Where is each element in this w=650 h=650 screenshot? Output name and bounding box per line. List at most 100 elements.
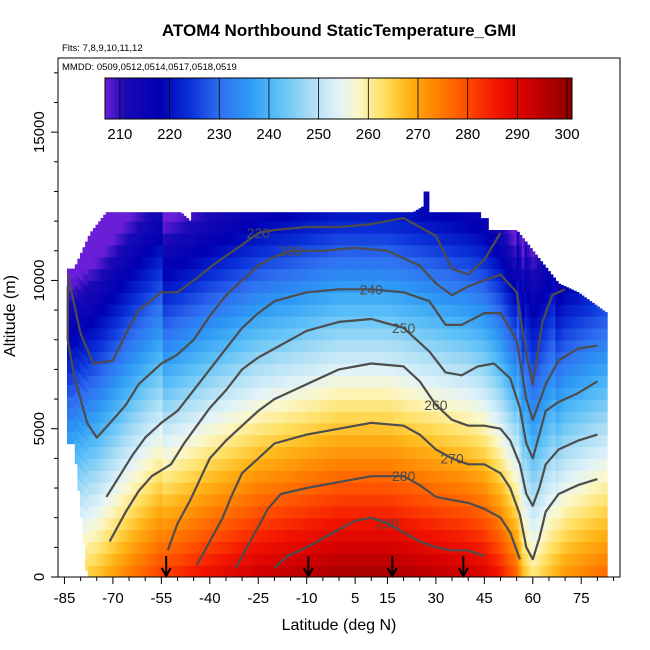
heatmap-cell — [436, 529, 440, 542]
heatmap-cell — [397, 410, 401, 424]
heatmap-cell — [390, 221, 394, 234]
heatmap-cell — [475, 363, 479, 376]
heatmap-cell — [149, 410, 153, 424]
heatmap-cell — [229, 482, 233, 495]
heatmap-cell — [183, 292, 187, 305]
heatmap-cell — [353, 304, 358, 317]
heatmap-cell — [126, 410, 130, 424]
heatmap-cell — [250, 541, 254, 554]
heatmap-cell — [459, 422, 463, 436]
heatmap-cell — [483, 553, 487, 566]
heatmap-cell — [118, 446, 122, 459]
heatmap-cell — [216, 458, 221, 471]
heatmap-cell — [452, 541, 456, 554]
heatmap-cell — [459, 399, 463, 412]
heatmap-cell — [87, 517, 91, 531]
heatmap-cell — [410, 399, 414, 412]
heatmap-cell — [297, 233, 301, 246]
heatmap-cell — [85, 273, 89, 287]
heatmap-cell — [255, 339, 259, 353]
heatmap-cell — [446, 363, 451, 376]
heatmap-cell — [410, 482, 414, 495]
heatmap-cell — [403, 316, 407, 329]
heatmap-cell — [390, 399, 394, 412]
heatmap-cell — [289, 316, 293, 329]
heatmap-cell — [309, 517, 314, 531]
heatmap-cell — [397, 434, 401, 448]
heatmap-cell — [395, 494, 399, 507]
heatmap-cell — [253, 363, 257, 376]
heatmap-cell — [170, 316, 174, 329]
heatmap-cell — [154, 565, 159, 577]
heatmap-cell — [299, 553, 303, 566]
heatmap-cell — [472, 529, 476, 542]
heatmap-cell — [90, 553, 94, 566]
heatmap-cell — [160, 399, 164, 412]
heatmap-cell — [408, 553, 412, 566]
heatmap-cell — [426, 191, 430, 198]
heatmap-cell — [113, 505, 117, 519]
heatmap-cell — [400, 553, 404, 566]
heatmap-cell — [403, 517, 407, 531]
heatmap-cell — [320, 410, 324, 424]
heatmap-cell — [278, 375, 283, 388]
heatmap-cell — [206, 387, 210, 400]
heatmap-cell — [268, 221, 272, 234]
heatmap-cell — [426, 197, 430, 210]
heatmap-cell — [335, 212, 339, 222]
heatmap-cell — [436, 280, 440, 293]
heatmap-cell — [426, 351, 430, 365]
heatmap-cell — [302, 410, 306, 424]
heatmap-cell — [320, 327, 324, 341]
heatmap-cell — [465, 244, 469, 258]
heatmap-cell — [185, 304, 190, 317]
heatmap-cell — [485, 233, 489, 246]
heatmap-cell — [211, 244, 215, 258]
heatmap-cell — [245, 327, 249, 341]
heatmap-cell — [273, 505, 277, 519]
heatmap-cell — [431, 256, 435, 270]
heatmap-cell — [216, 387, 221, 400]
heatmap-cell — [85, 285, 89, 299]
heatmap-cell — [266, 494, 270, 507]
heatmap-cell — [377, 387, 381, 400]
heatmap-cell — [139, 458, 143, 471]
heatmap-cell — [90, 517, 94, 531]
heatmap-cell — [216, 553, 221, 566]
heatmap-cell — [82, 484, 86, 497]
heatmap-cell — [449, 256, 453, 270]
heatmap-cell — [377, 399, 381, 412]
heatmap-cell — [423, 470, 427, 483]
heatmap-cell — [467, 517, 471, 531]
heatmap-cell — [459, 244, 463, 258]
heatmap-cell — [408, 292, 412, 305]
heatmap-cell — [431, 280, 435, 293]
heatmap-cell — [452, 565, 456, 577]
heatmap-cell — [131, 233, 135, 246]
heatmap-cell — [366, 458, 370, 471]
heatmap-cell — [183, 422, 187, 436]
heatmap-cell — [237, 363, 241, 376]
heatmap-cell — [196, 244, 200, 258]
heatmap-cell — [477, 541, 482, 554]
heatmap-cell — [103, 327, 107, 341]
heatmap-cell — [454, 316, 458, 329]
heatmap-cell — [250, 387, 254, 400]
heatmap-cell — [121, 244, 125, 258]
heatmap-cell — [118, 212, 122, 222]
heatmap-cell — [452, 304, 456, 317]
heatmap-cell — [87, 410, 91, 424]
heatmap-cell — [216, 541, 221, 554]
heatmap-cell — [242, 351, 246, 365]
heatmap-cell — [284, 268, 288, 282]
heatmap-cell — [98, 434, 102, 448]
heatmap-cell — [219, 505, 223, 519]
heatmap-cell — [255, 482, 259, 495]
heatmap-cell — [457, 553, 461, 566]
heatmap-cell — [178, 434, 182, 448]
heatmap-cell — [467, 470, 471, 483]
heatmap-cell — [353, 446, 358, 459]
heatmap-cell — [134, 327, 138, 341]
heatmap-cell — [258, 529, 262, 542]
heatmap-cell — [242, 482, 246, 495]
